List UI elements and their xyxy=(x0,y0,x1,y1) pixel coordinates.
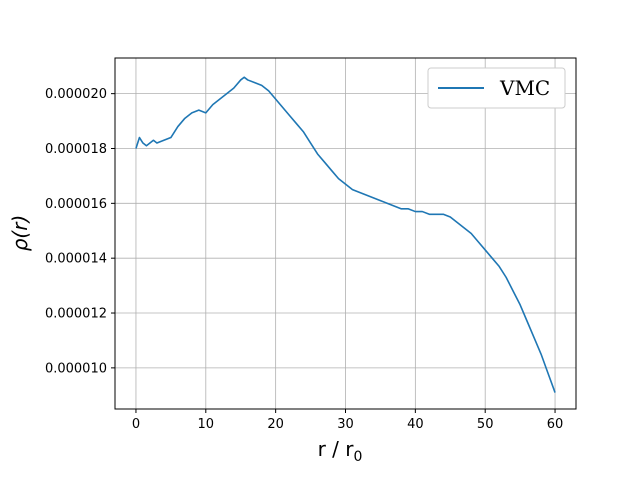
y-tick-label: 0.000012 xyxy=(45,307,107,322)
y-tick-label: 0.000014 xyxy=(45,252,107,267)
x-tick-label: 60 xyxy=(547,417,564,432)
y-tick-label: 0.000020 xyxy=(45,87,107,102)
x-axis-label-subscript: 0 xyxy=(353,449,362,465)
x-tick-label: 0 xyxy=(132,417,140,432)
y-axis-label: ρ(r) xyxy=(8,215,32,252)
series-line-vmc xyxy=(135,76,556,393)
series-layer xyxy=(135,76,556,393)
x-tick-label: 10 xyxy=(198,417,215,432)
legend-label-vmc: VMC xyxy=(499,76,550,100)
ticks: 0 10 20 30 40 50 60 0.000010 0.000012 0.000014 0.0… xyxy=(45,87,563,432)
x-tick-label: 40 xyxy=(407,417,424,432)
y-tick-label: 0.000010 xyxy=(45,361,107,376)
y-tick-label: 0.000018 xyxy=(45,142,107,157)
legend: VMC xyxy=(427,67,566,109)
x-axis-label: r / r0 xyxy=(318,437,363,465)
grid xyxy=(115,58,576,409)
x-tick-label: 30 xyxy=(337,417,354,432)
legend-box xyxy=(427,67,566,109)
y-tick-label: 0.000016 xyxy=(45,197,107,212)
x-tick-label: 50 xyxy=(477,417,494,432)
x-tick-label: 20 xyxy=(267,417,284,432)
